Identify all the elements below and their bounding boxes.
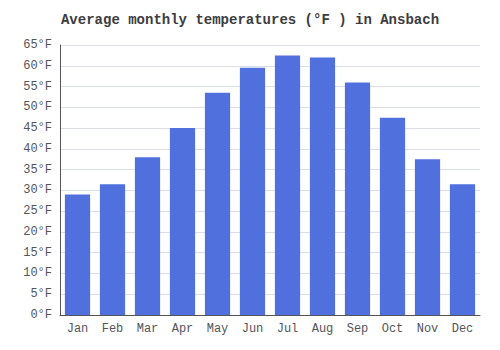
svg-text:May: May (207, 322, 229, 336)
svg-text:50°F: 50°F (23, 100, 52, 114)
svg-text:60°F: 60°F (23, 59, 52, 73)
svg-text:35°F: 35°F (23, 163, 52, 177)
svg-text:Aug: Aug (312, 322, 334, 336)
svg-text:0°F: 0°F (30, 308, 52, 322)
svg-text:15°F: 15°F (23, 246, 52, 260)
svg-text:Nov: Nov (417, 322, 439, 336)
svg-text:Jul: Jul (277, 322, 299, 336)
svg-text:Mar: Mar (137, 322, 159, 336)
svg-text:Oct: Oct (382, 322, 404, 336)
svg-text:45°F: 45°F (23, 121, 52, 135)
svg-text:10°F: 10°F (23, 266, 52, 280)
svg-text:65°F: 65°F (23, 38, 52, 52)
svg-text:Apr: Apr (172, 322, 194, 336)
svg-text:40°F: 40°F (23, 142, 52, 156)
svg-text:20°F: 20°F (23, 225, 52, 239)
svg-text:Dec: Dec (452, 322, 474, 336)
svg-text:30°F: 30°F (23, 183, 52, 197)
svg-text:Feb: Feb (102, 322, 124, 336)
svg-text:5°F: 5°F (30, 287, 52, 301)
svg-text:25°F: 25°F (23, 204, 52, 218)
svg-text:Sep: Sep (347, 322, 369, 336)
svg-text:Jun: Jun (242, 322, 264, 336)
svg-text:Average monthly temperatures (: Average monthly temperatures (°F ) in An… (61, 12, 439, 28)
svg-text:Jan: Jan (67, 322, 89, 336)
svg-text:55°F: 55°F (23, 80, 52, 94)
